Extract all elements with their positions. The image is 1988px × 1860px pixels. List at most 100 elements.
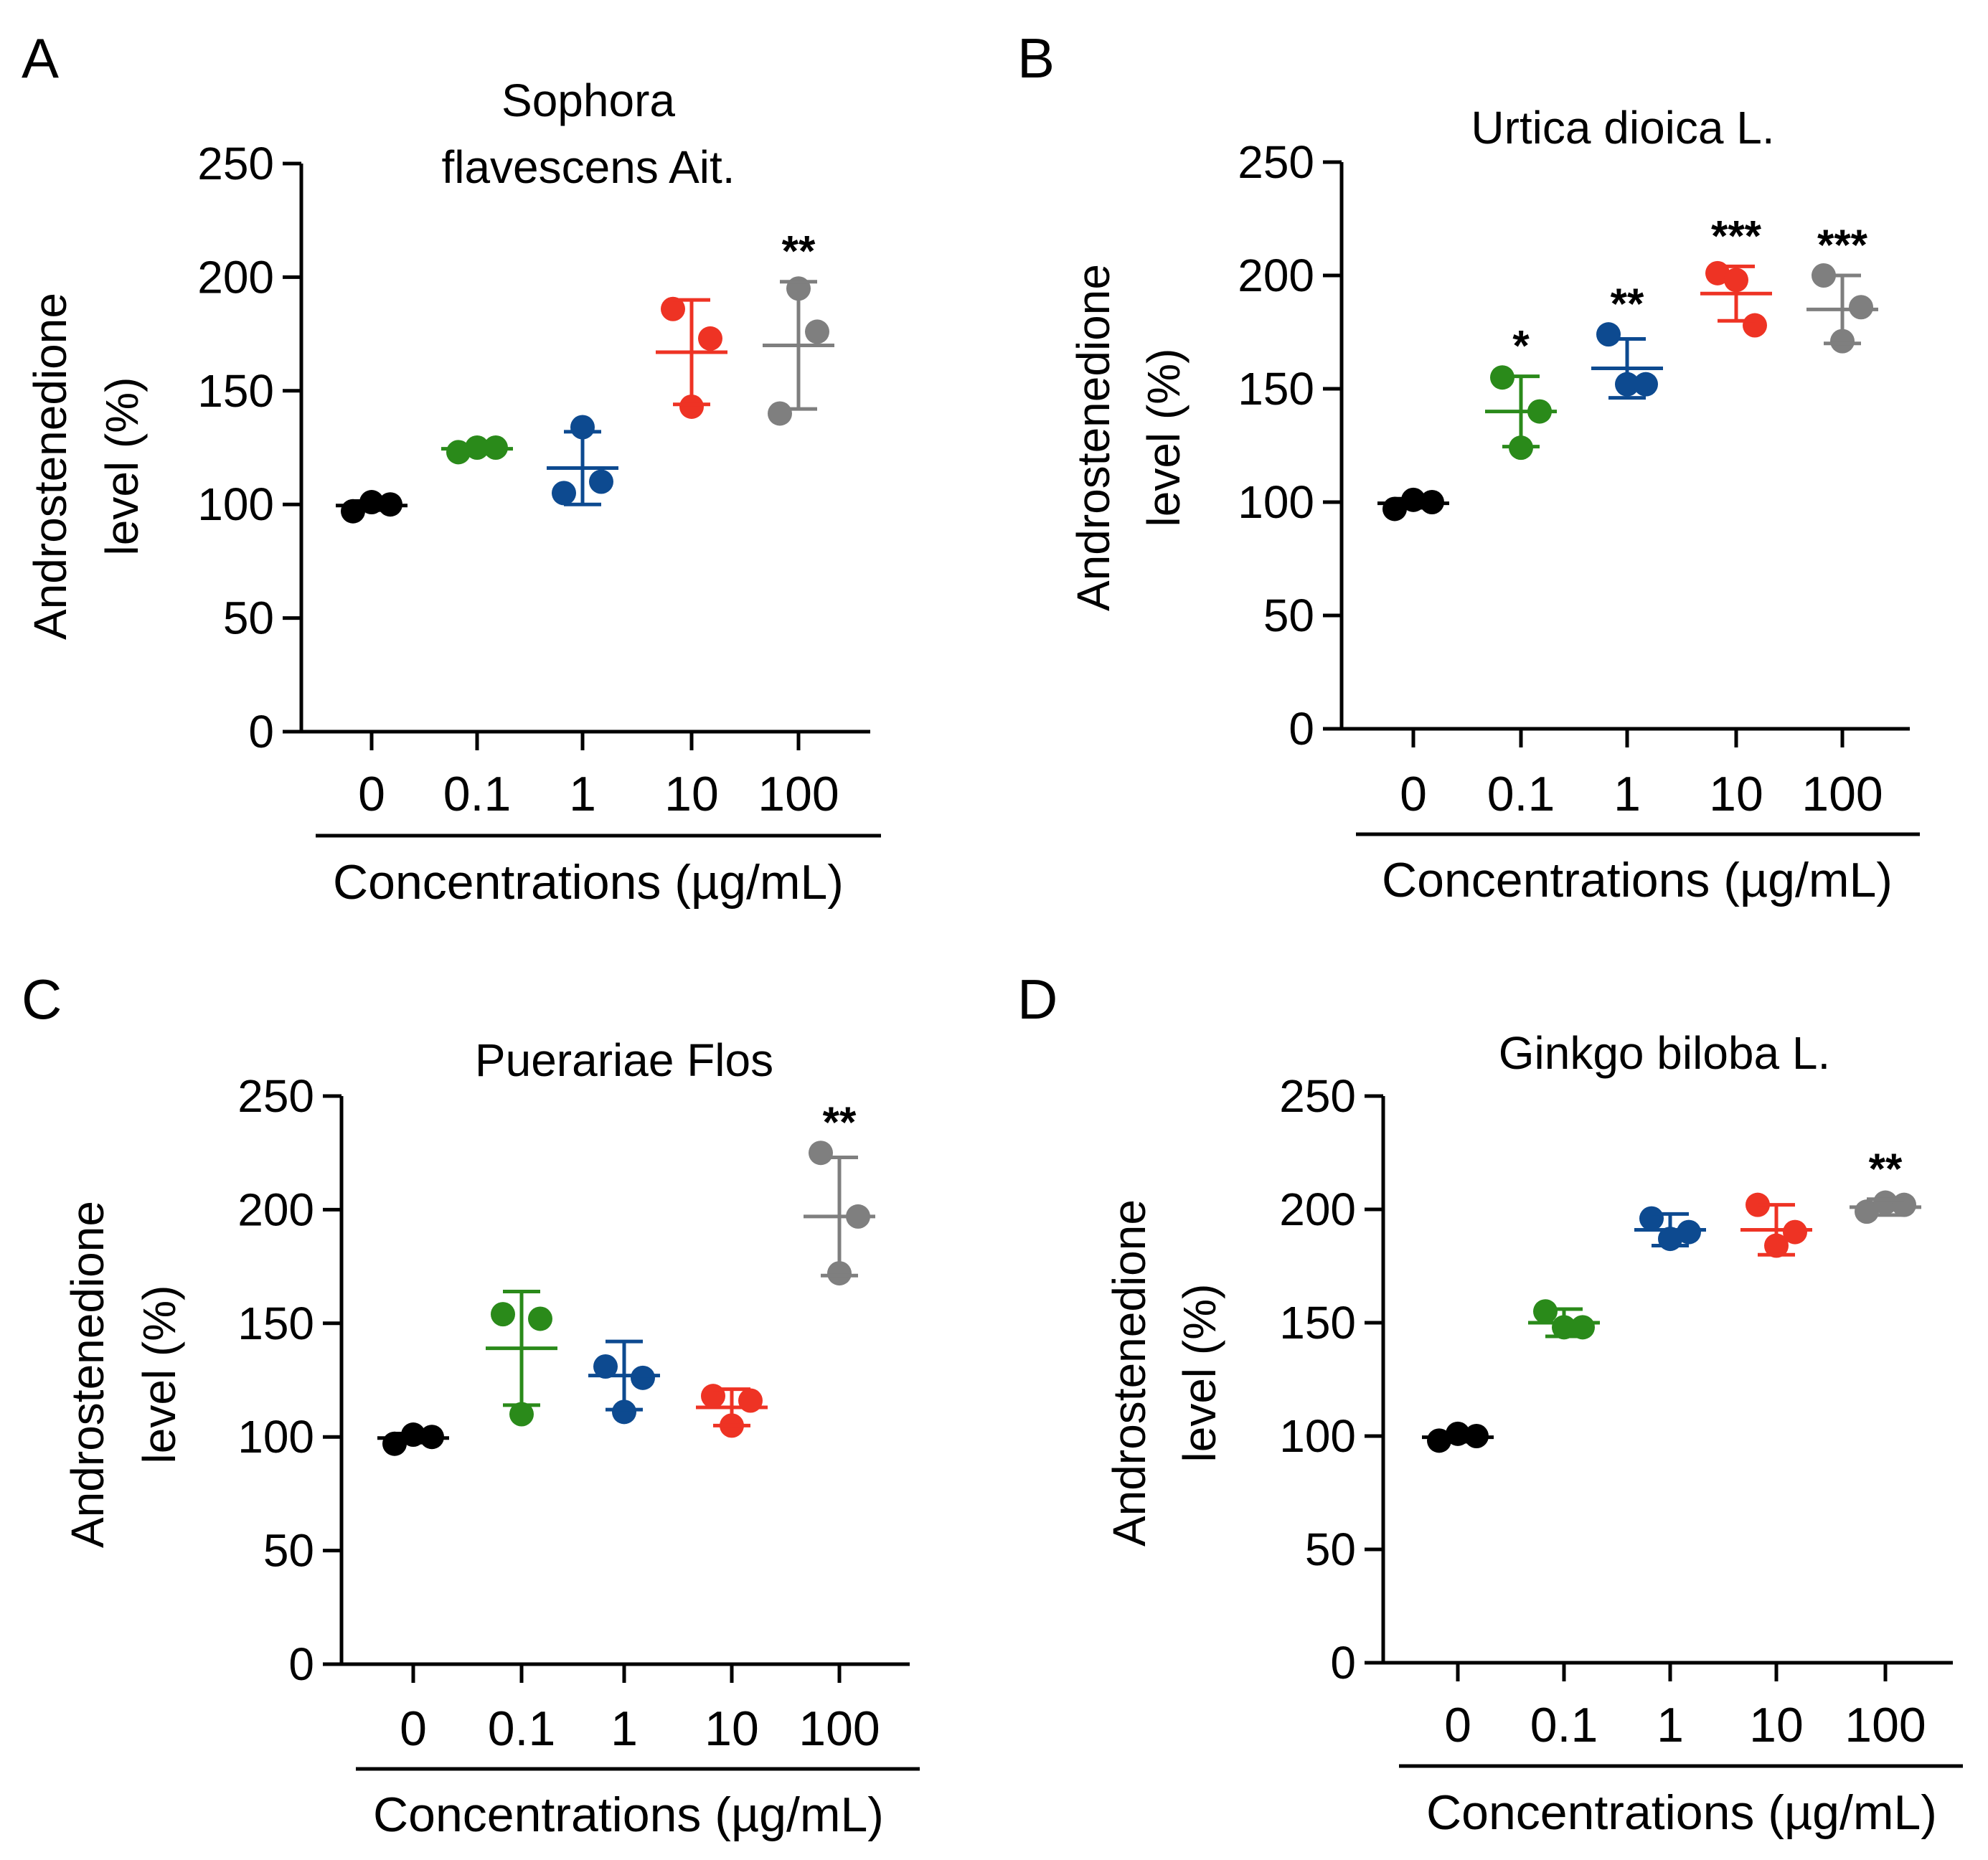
x-tick-label: 0 xyxy=(400,1701,427,1756)
data-point xyxy=(589,469,613,494)
x-tick-label: 0.1 xyxy=(1487,767,1555,821)
data-point xyxy=(1634,372,1658,397)
panel-letter: D xyxy=(1017,968,1057,1031)
panel-c: C Puerariae Flos Androstenedione level (%) 0… xyxy=(22,968,920,1842)
data-group-10 xyxy=(696,1384,768,1438)
y-tick-label: 50 xyxy=(1305,1524,1356,1575)
data-point xyxy=(679,394,704,419)
data-group-0-1: * xyxy=(1485,322,1557,461)
y-axis-label: Androstenedione xyxy=(1068,264,1119,611)
y-tick-label: 250 xyxy=(237,1070,314,1122)
data-point xyxy=(768,401,792,426)
y-axis-label: Androstenedione xyxy=(62,1201,113,1548)
data-group-100: ** xyxy=(763,227,834,426)
data-group-1 xyxy=(1634,1206,1706,1252)
data-point xyxy=(1533,1299,1558,1324)
y-tick-label: 0 xyxy=(288,1638,314,1690)
data-group-100: *** xyxy=(1806,221,1878,354)
data-point xyxy=(661,296,685,321)
significance-marker: *** xyxy=(1711,212,1762,260)
y-tick-label: 250 xyxy=(1279,1070,1356,1122)
x-tick-label: 1 xyxy=(1657,1698,1684,1752)
y-tick-label: 150 xyxy=(1238,363,1314,415)
data-group-100: ** xyxy=(1850,1145,1921,1224)
data-group-0 xyxy=(377,1422,449,1456)
x-tick-label: 0 xyxy=(358,767,385,821)
y-axis-label: Androstenedione xyxy=(1103,1199,1155,1547)
x-tick-label: 0.1 xyxy=(443,767,512,821)
significance-marker: ** xyxy=(1611,280,1644,328)
data-point xyxy=(1677,1219,1701,1245)
y-tick-label: 200 xyxy=(1279,1184,1356,1235)
significance-marker: * xyxy=(1512,322,1530,370)
x-tick-label: 1 xyxy=(569,767,596,821)
y-tick-label: 100 xyxy=(1238,476,1314,528)
data-point xyxy=(1743,313,1767,338)
panel-d: D Ginkgo biloba L. Androstenedione level (%… xyxy=(1017,968,1963,1840)
chart-title: Ginkgo biloba L. xyxy=(1499,1027,1831,1079)
data-group-0 xyxy=(1377,487,1449,521)
data-group-0 xyxy=(336,490,408,524)
data-point xyxy=(1639,1206,1664,1231)
data-point xyxy=(698,326,722,351)
data-group-0-1 xyxy=(441,435,513,465)
data-group-10 xyxy=(656,296,727,419)
x-axis-label: Concentrations (µg/mL) xyxy=(373,1788,884,1842)
x-tick-label: 100 xyxy=(758,767,839,821)
y-tick-label: 200 xyxy=(237,1184,314,1235)
y-tick-label: 150 xyxy=(1279,1297,1356,1349)
x-tick-label: 10 xyxy=(1709,767,1763,821)
chart-title: Sophora xyxy=(501,75,675,126)
x-tick-label: 100 xyxy=(1845,1698,1926,1752)
data-group-0 xyxy=(1422,1421,1494,1453)
y-tick-label: 200 xyxy=(1238,250,1314,301)
y-tick-label: 0 xyxy=(248,706,274,757)
x-tick-label: 0 xyxy=(1400,767,1427,821)
x-tick-label: 0.1 xyxy=(1530,1698,1598,1752)
data-point xyxy=(805,319,829,344)
data-group-0-1 xyxy=(486,1289,557,1427)
data-point xyxy=(552,481,576,506)
y-tick-label: 50 xyxy=(263,1525,314,1577)
data-group-10: *** xyxy=(1700,212,1772,338)
data-point xyxy=(509,1402,534,1427)
y-tick-label: 150 xyxy=(237,1298,314,1349)
data-point xyxy=(1849,295,1873,320)
panel-letter: A xyxy=(22,27,59,90)
data-point xyxy=(593,1354,618,1379)
significance-marker: ** xyxy=(823,1098,857,1146)
y-axis-label: level (%) xyxy=(96,377,148,556)
x-tick-label: 0 xyxy=(1444,1698,1471,1752)
y-axis-label: level (%) xyxy=(133,1285,185,1464)
data-group-0-1 xyxy=(1528,1299,1600,1340)
y-tick-label: 100 xyxy=(197,478,274,530)
x-tick-label: 0.1 xyxy=(488,1701,556,1756)
chart-title: Puerariae Flos xyxy=(475,1034,773,1086)
data-group-1 xyxy=(588,1339,660,1425)
chart-title: flavescens Ait. xyxy=(441,141,735,193)
x-tick-label: 10 xyxy=(705,1701,759,1756)
y-axis-label: level (%) xyxy=(1174,1284,1225,1463)
panel-a: A Sophora flavescens Ait. Androstenedione le… xyxy=(22,27,881,910)
data-group-100: ** xyxy=(804,1098,875,1286)
y-tick-label: 50 xyxy=(1263,590,1314,641)
y-axis-label: Androstenedione xyxy=(24,293,76,640)
data-point xyxy=(1783,1219,1807,1245)
significance-marker: ** xyxy=(1869,1145,1903,1193)
x-axis-label: Concentrations (µg/mL) xyxy=(1426,1785,1937,1840)
x-axis-label: Concentrations (µg/mL) xyxy=(333,855,844,910)
x-tick-label: 100 xyxy=(1801,767,1883,821)
y-tick-label: 200 xyxy=(197,251,274,303)
data-group-1 xyxy=(547,415,618,506)
significance-marker: *** xyxy=(1817,221,1868,269)
panel-letter: B xyxy=(1017,27,1055,90)
x-tick-label: 100 xyxy=(799,1701,880,1756)
data-point xyxy=(528,1306,552,1331)
x-tick-label: 1 xyxy=(611,1701,638,1756)
y-tick-label: 250 xyxy=(1238,136,1314,188)
y-tick-label: 100 xyxy=(237,1411,314,1463)
panel-b: B Urtica dioica L. Androstenedione level (%… xyxy=(1017,27,1920,907)
data-group-10 xyxy=(1740,1192,1812,1258)
x-tick-label: 10 xyxy=(1749,1698,1804,1752)
